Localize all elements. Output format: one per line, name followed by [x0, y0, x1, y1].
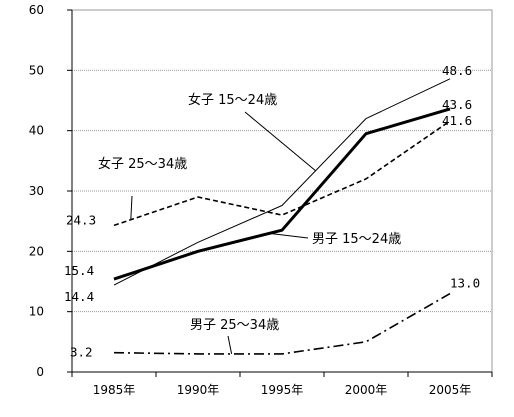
x-tick-label: 2005年: [429, 383, 472, 397]
callout-leader-0: [244, 111, 316, 172]
callout-leader-1: [269, 232, 309, 239]
data-labels: 14.4 48.6 15.4 43.6 24.3 41.6 3.2 13.0: [64, 63, 480, 360]
data-label-1-4: 43.6: [442, 97, 472, 112]
series-name-2: 女子 25～34歳: [98, 156, 187, 172]
data-label-3-4: 13.0: [450, 276, 480, 291]
x-tick-label: 1995年: [261, 383, 304, 397]
series-name-3: 男子 25～34歳: [190, 318, 279, 333]
y-tick-label: 30: [29, 184, 44, 198]
x-tick-label: 1990年: [177, 383, 220, 397]
callout-leader-3: [227, 335, 233, 354]
x-tick-label: 2000年: [345, 383, 388, 397]
series-line-1: [113, 107, 451, 281]
series-line-0: [113, 78, 451, 286]
x-axis: 1985年 1990年 1995年 2000年 2005年: [71, 372, 493, 397]
data-label-3-0: 3.2: [70, 345, 93, 360]
data-label-0-0: 14.4: [64, 289, 94, 304]
data-label-0-4: 48.6: [442, 63, 472, 78]
y-tick-label: 60: [29, 3, 44, 17]
y-axis: 0 10 20 30 40 50 60: [29, 3, 72, 379]
grid: [72, 69, 492, 313]
series-line-2: [113, 120, 451, 227]
data-label-2-0: 24.3: [66, 212, 96, 227]
callout-leader-2: [130, 195, 133, 220]
series-group: [113, 78, 451, 355]
series-name-0: 女子 15～24歳: [188, 92, 277, 108]
data-label-2-4: 41.6: [442, 113, 472, 128]
y-tick-label: 20: [29, 244, 44, 258]
x-tick-label: 1985年: [93, 383, 136, 397]
y-tick-label: 50: [29, 63, 44, 77]
y-tick-label: 0: [36, 365, 44, 379]
y-tick-label: 10: [29, 305, 44, 319]
series-name-1: 男子 15～24歳: [312, 232, 401, 247]
y-tick-label: 40: [29, 124, 44, 138]
series-line-3: [113, 292, 451, 355]
data-label-1-0: 15.4: [64, 263, 94, 278]
